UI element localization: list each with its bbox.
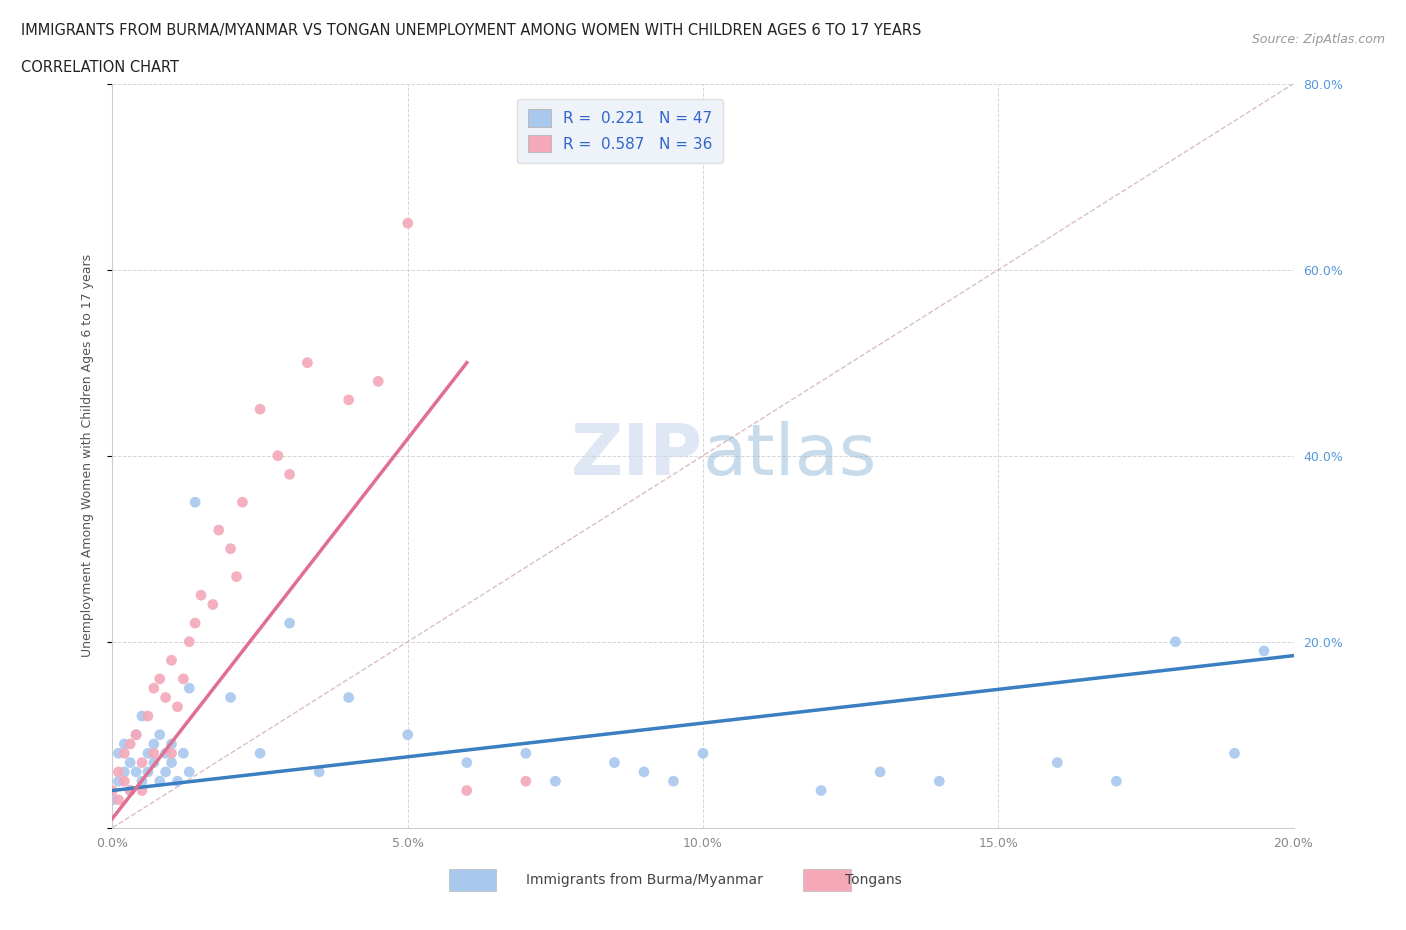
- Point: [125, 764, 148, 779]
- Point: [112, 746, 135, 761]
- Point: [131, 709, 153, 724]
- Point: [120, 737, 142, 751]
- Point: [120, 783, 142, 798]
- Point: [633, 764, 655, 779]
- Point: [337, 690, 360, 705]
- Point: [120, 755, 142, 770]
- Point: [869, 764, 891, 779]
- Text: ZIP: ZIP: [571, 421, 703, 490]
- Point: [101, 783, 124, 798]
- Point: [155, 746, 177, 761]
- Point: [544, 774, 567, 789]
- Point: [136, 764, 159, 779]
- Point: [1164, 634, 1187, 649]
- Point: [155, 764, 177, 779]
- Point: [208, 523, 231, 538]
- Point: [107, 764, 129, 779]
- Point: [107, 792, 129, 807]
- Point: [337, 392, 360, 407]
- Point: [166, 774, 188, 789]
- Point: [184, 616, 207, 631]
- Point: [810, 783, 832, 798]
- Point: [1253, 644, 1275, 658]
- Point: [179, 681, 201, 696]
- Point: [160, 653, 183, 668]
- Legend: R =  0.221   N = 47, R =  0.587   N = 36: R = 0.221 N = 47, R = 0.587 N = 36: [517, 99, 723, 163]
- Point: [201, 597, 224, 612]
- Point: [928, 774, 950, 789]
- Point: [692, 746, 714, 761]
- Point: [166, 699, 188, 714]
- Point: [190, 588, 212, 603]
- Text: CORRELATION CHART: CORRELATION CHART: [21, 60, 179, 75]
- Point: [249, 402, 271, 417]
- Point: [136, 709, 159, 724]
- Text: IMMIGRANTS FROM BURMA/MYANMAR VS TONGAN UNEMPLOYMENT AMONG WOMEN WITH CHILDREN A: IMMIGRANTS FROM BURMA/MYANMAR VS TONGAN …: [21, 23, 921, 38]
- Point: [1105, 774, 1128, 789]
- Point: [396, 216, 419, 231]
- Point: [278, 467, 301, 482]
- Point: [1223, 746, 1246, 761]
- Point: [308, 764, 330, 779]
- Point: [149, 774, 172, 789]
- Text: atlas: atlas: [703, 421, 877, 490]
- Point: [267, 448, 290, 463]
- Point: [125, 727, 148, 742]
- Point: [297, 355, 319, 370]
- Point: [120, 783, 142, 798]
- Text: Source: ZipAtlas.com: Source: ZipAtlas.com: [1251, 33, 1385, 46]
- Point: [131, 783, 153, 798]
- Point: [149, 671, 172, 686]
- Point: [160, 737, 183, 751]
- Point: [249, 746, 271, 761]
- Point: [136, 746, 159, 761]
- Point: [142, 681, 165, 696]
- Point: [131, 774, 153, 789]
- Text: Immigrants from Burma/Myanmar: Immigrants from Burma/Myanmar: [526, 872, 762, 887]
- Point: [142, 737, 165, 751]
- Point: [155, 690, 177, 705]
- Point: [179, 764, 201, 779]
- Point: [184, 495, 207, 510]
- Text: Tongans: Tongans: [845, 872, 901, 887]
- Point: [231, 495, 253, 510]
- Point: [125, 727, 148, 742]
- Point: [172, 746, 194, 761]
- Point: [131, 755, 153, 770]
- Point: [112, 774, 135, 789]
- Y-axis label: Unemployment Among Women with Children Ages 6 to 17 years: Unemployment Among Women with Children A…: [82, 254, 94, 658]
- Point: [107, 746, 129, 761]
- Point: [219, 690, 242, 705]
- Point: [367, 374, 389, 389]
- Point: [515, 746, 537, 761]
- Point: [160, 746, 183, 761]
- Point: [112, 764, 135, 779]
- Point: [142, 746, 165, 761]
- Point: [1046, 755, 1069, 770]
- Bar: [449, 869, 496, 891]
- Point: [149, 727, 172, 742]
- Point: [172, 671, 194, 686]
- Point: [603, 755, 626, 770]
- Point: [179, 634, 201, 649]
- Bar: [803, 869, 851, 891]
- Point: [456, 783, 478, 798]
- Point: [515, 774, 537, 789]
- Point: [456, 755, 478, 770]
- Point: [278, 616, 301, 631]
- Point: [662, 774, 685, 789]
- Point: [225, 569, 247, 584]
- Point: [112, 737, 135, 751]
- Point: [396, 727, 419, 742]
- Point: [142, 755, 165, 770]
- Point: [160, 755, 183, 770]
- Point: [219, 541, 242, 556]
- Point: [101, 792, 124, 807]
- Point: [107, 774, 129, 789]
